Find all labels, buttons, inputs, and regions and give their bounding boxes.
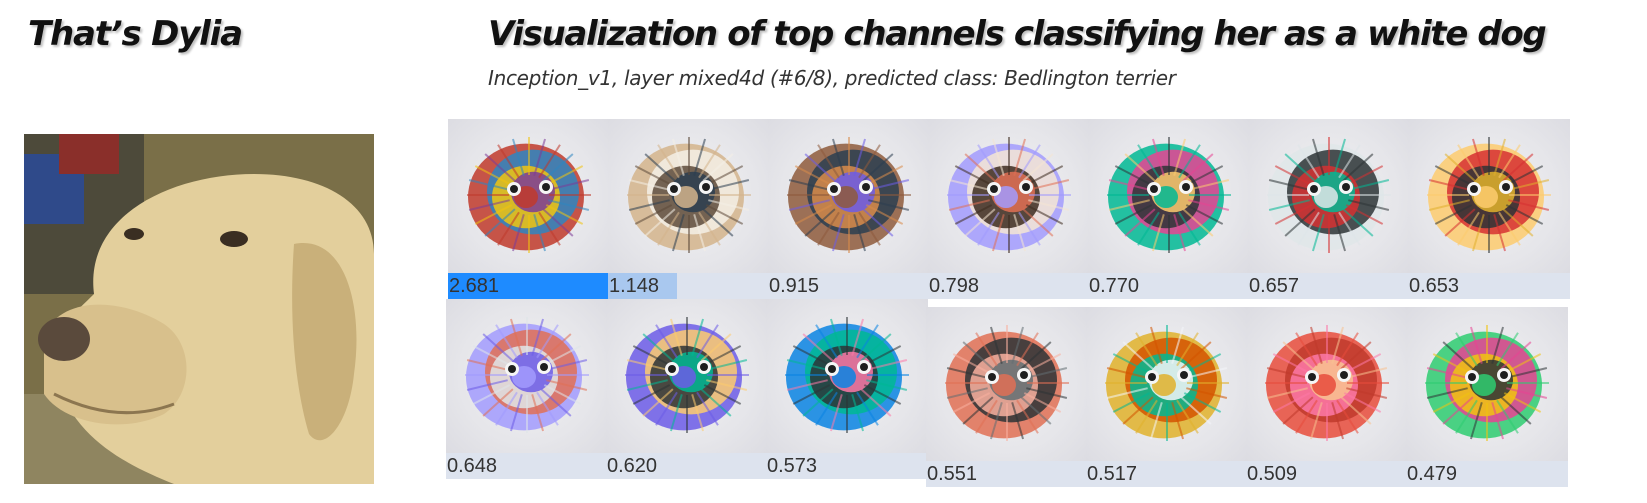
- channel-tile: 0.573: [766, 299, 928, 479]
- feature-visualization-image: [1406, 307, 1568, 461]
- channel-tile: 0.653: [1408, 119, 1570, 299]
- channel-tile: 0.915: [768, 119, 930, 299]
- score-bar: 0.657: [1248, 273, 1410, 299]
- score-bar: 0.517: [1086, 461, 1248, 487]
- channel-score: 0.657: [1249, 275, 1300, 297]
- score-bar: 0.653: [1408, 273, 1570, 299]
- feature-visualization-image: [608, 119, 770, 273]
- feature-visualization-image: [448, 119, 610, 273]
- channel-tile: 0.509: [1246, 307, 1408, 487]
- feature-visualization-image: [768, 119, 930, 273]
- score-bar: 0.770: [1088, 273, 1250, 299]
- score-bar-fill: [448, 273, 610, 299]
- feature-visualization-image: [446, 299, 608, 453]
- score-bar: 1.148: [608, 273, 770, 299]
- channel-tile: 0.657: [1248, 119, 1410, 299]
- feature-visualization-image: [1088, 119, 1250, 273]
- channel-score: 1.148: [609, 275, 660, 297]
- score-bar-fill: [608, 273, 678, 299]
- channel-tile: 0.517: [1086, 307, 1248, 487]
- channel-tile: 0.551: [926, 307, 1088, 487]
- feature-visualization-image: [1246, 307, 1408, 461]
- channel-score: 0.517: [1087, 463, 1138, 485]
- score-bar: 0.551: [926, 461, 1088, 487]
- feature-visualization-image: [926, 307, 1088, 461]
- feature-visualization-image: [606, 299, 768, 453]
- feature-visualization-image: [766, 299, 928, 453]
- channel-score: 2.681: [449, 275, 500, 297]
- channel-tile: 0.620: [606, 299, 768, 479]
- channel-tile: 0.479: [1406, 307, 1568, 487]
- channel-tile: 0.648: [446, 299, 608, 479]
- channel-score: 0.798: [929, 275, 980, 297]
- channel-score: 0.551: [927, 463, 978, 485]
- score-bar: 0.509: [1246, 461, 1408, 487]
- channel-tile: 0.798: [928, 119, 1090, 299]
- score-bar: 0.620: [606, 453, 768, 479]
- channel-score: 0.573: [767, 455, 818, 477]
- channel-tile: 2.681: [448, 119, 610, 299]
- channel-score: 0.479: [1407, 463, 1458, 485]
- channel-score: 0.509: [1247, 463, 1298, 485]
- channel-score: 0.620: [607, 455, 658, 477]
- dog-photo: [24, 134, 374, 484]
- model-subtitle: Inception_v1, layer mixed4d (#6/8), pred…: [488, 66, 1176, 90]
- channel-tile: 0.770: [1088, 119, 1250, 299]
- score-bar: 0.479: [1406, 461, 1568, 487]
- visualization-title: Visualization of top channels classifyin…: [488, 14, 1547, 54]
- feature-visualization-image: [1408, 119, 1570, 273]
- channel-grid: 2.681 1.148 0.915 0.798 0.770 0.657 0.653 0.648…: [446, 119, 1647, 503]
- score-bar: 0.573: [766, 453, 928, 479]
- photo-title: That’s Dylia: [28, 14, 243, 54]
- channel-score: 0.648: [447, 455, 498, 477]
- feature-visualization-image: [928, 119, 1090, 273]
- score-bar: 0.648: [446, 453, 608, 479]
- score-bar: 2.681: [448, 273, 610, 299]
- feature-visualization-image: [1086, 307, 1248, 461]
- score-bar: 0.915: [768, 273, 930, 299]
- channel-score: 0.770: [1089, 275, 1140, 297]
- score-bar: 0.798: [928, 273, 1090, 299]
- channel-tile: 1.148: [608, 119, 770, 299]
- channel-score: 0.915: [769, 275, 820, 297]
- feature-visualization-image: [1248, 119, 1410, 273]
- channel-score: 0.653: [1409, 275, 1460, 297]
